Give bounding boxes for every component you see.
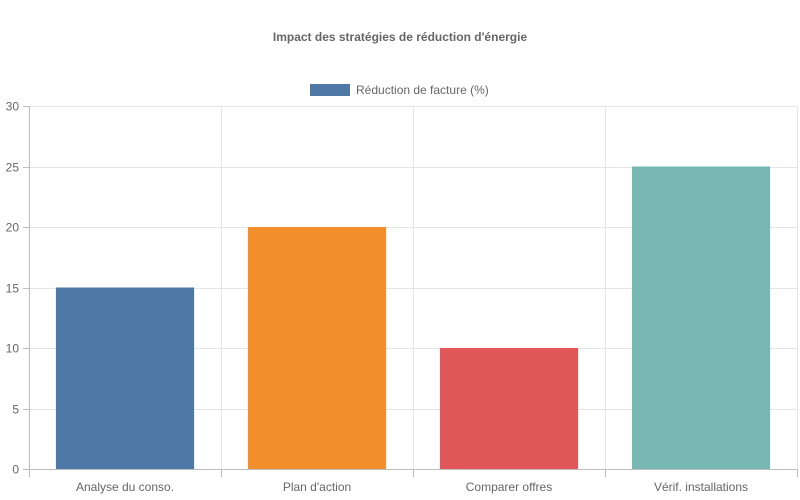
- tick-labels: 0 5 10 15 20 25 30 Analyse du conso. Plan d'acti…: [6, 100, 748, 495]
- x-tick-label: Analyse du conso.: [76, 480, 174, 494]
- y-tick-label: 5: [12, 403, 19, 417]
- y-tick-label: 25: [6, 161, 20, 175]
- chart-title: Impact des stratégies de réduction d'éne…: [273, 30, 528, 44]
- legend[interactable]: Réduction de facture (%): [310, 83, 489, 97]
- y-tick-label: 10: [6, 342, 20, 356]
- bar[interactable]: [247, 227, 387, 469]
- bar[interactable]: [439, 348, 579, 469]
- legend-swatch: [310, 84, 350, 96]
- y-tick-label: 0: [12, 463, 19, 477]
- bar[interactable]: [55, 287, 195, 470]
- y-tick-label: 15: [6, 282, 20, 296]
- legend-label: Réduction de facture (%): [356, 83, 489, 97]
- x-tick-label: Comparer offres: [466, 480, 552, 494]
- axes: [23, 106, 798, 477]
- x-tick-label: Plan d'action: [283, 480, 351, 494]
- y-tick-label: 20: [6, 221, 20, 235]
- x-tick-label: Vérif. installations: [654, 480, 748, 494]
- bar[interactable]: [631, 166, 771, 470]
- bars: [55, 166, 771, 470]
- y-tick-label: 30: [6, 100, 20, 114]
